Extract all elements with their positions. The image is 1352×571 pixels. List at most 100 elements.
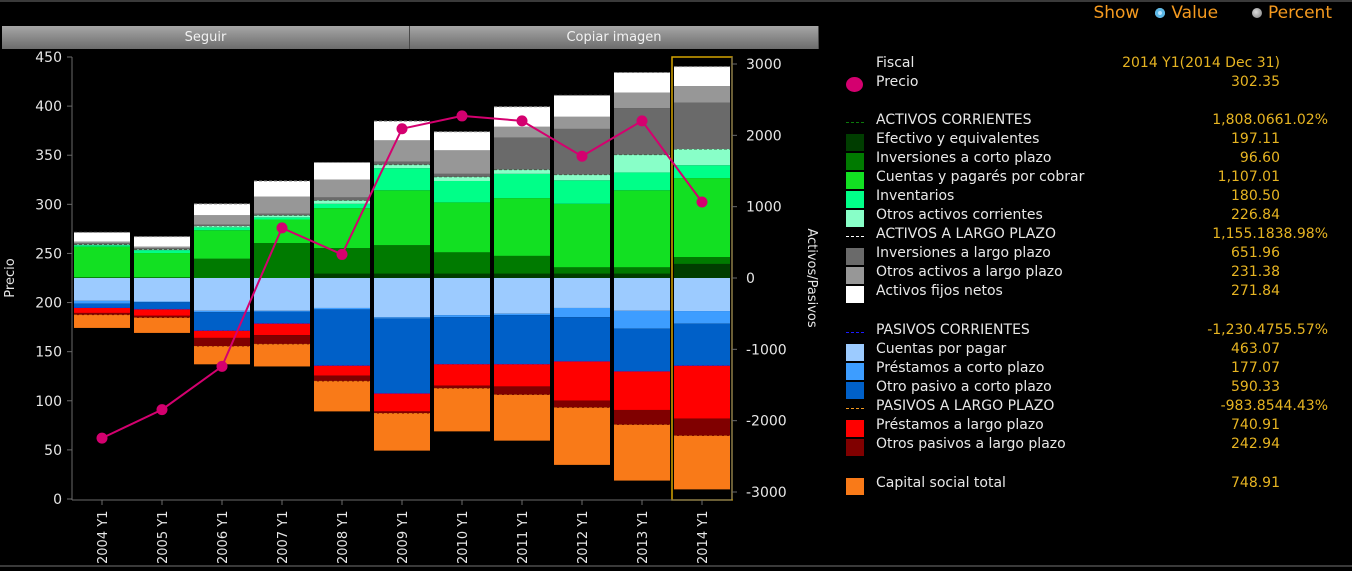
bar-segment (614, 371, 670, 410)
legend-item[interactable]: Inversiones a corto plazo 96.60 (846, 150, 1332, 170)
bar-segment (374, 317, 430, 319)
legend-value: 177.07 (1231, 360, 1280, 376)
bar-segment (494, 394, 550, 441)
price-point (216, 360, 228, 372)
value-option[interactable]: Value (1171, 3, 1219, 23)
legend-value: 1,808.0661.02% (1212, 112, 1328, 128)
bar-segment (374, 190, 430, 246)
bar-segment (494, 315, 550, 365)
bar-segment (494, 273, 550, 278)
bar-segment (134, 315, 190, 318)
x-tick-label: 2010 Y1 (456, 511, 471, 564)
legend-label: Otros activos a largo plazo (876, 264, 1063, 280)
legend-item[interactable]: Inventarios 180.50 (846, 188, 1332, 208)
bar-segment (74, 303, 130, 308)
bar-segment (434, 317, 490, 365)
bar-segment (554, 116, 610, 129)
right-tick-label: 0 (746, 271, 755, 287)
bar-segment (614, 154, 670, 173)
seguir-button[interactable]: Seguir (2, 26, 410, 49)
legend-label: Préstamos a corto plazo (876, 360, 1045, 376)
legend-label: PASIVOS A LARGO PLAZO (876, 398, 1055, 414)
bar-segment (434, 278, 490, 316)
bar-segment (194, 227, 250, 231)
bar-segment (314, 273, 370, 278)
legend-item[interactable]: Préstamos a largo plazo 740.91 (846, 417, 1332, 437)
legend-value: 651.96 (1231, 245, 1280, 261)
percent-option[interactable]: Percent (1268, 3, 1332, 23)
price-point (396, 123, 408, 135)
legend-item[interactable]: PASIVOS A LARGO PLAZO -983.8544.43% (846, 398, 1332, 417)
bar-segment (254, 278, 310, 311)
bar-segment (254, 213, 310, 216)
bar-segment (254, 217, 310, 220)
legend-item[interactable]: Otros activos a largo plazo 231.38 (846, 264, 1332, 284)
legend-value: 302.35 (1231, 74, 1280, 90)
bar-segment (134, 317, 190, 333)
price-point (696, 196, 708, 208)
value-radio-icon[interactable] (1155, 8, 1166, 18)
legend-swatch-icon (846, 420, 864, 437)
legend-item[interactable]: Cuentas por pagar 463.07 (846, 341, 1332, 361)
legend-value: -1,230.4755.57% (1207, 322, 1328, 338)
legend-item[interactable]: Otros pasivos a largo plazo 242.94 (846, 436, 1332, 456)
bar-segment (134, 301, 190, 303)
legend-item[interactable]: Préstamos a corto plazo 177.07 (846, 360, 1332, 380)
bar-segment (194, 225, 250, 228)
x-tick-label: 2011 Y1 (516, 511, 531, 564)
bar-segment (134, 277, 190, 278)
legend-item[interactable]: Efectivo y equivalentes 197.11 (846, 131, 1332, 151)
legend-item[interactable]: Otros activos corrientes 226.84 (846, 207, 1332, 227)
legend-label: ACTIVOS A LARGO PLAZO (876, 226, 1056, 242)
bar-segment (554, 95, 610, 117)
bar-segment (314, 162, 370, 180)
legend-value: 271.84 (1231, 283, 1280, 299)
legend-item[interactable]: Cuentas y pagarés por cobrar 1,107.01 (846, 169, 1332, 189)
legend-swatch-icon (846, 267, 864, 284)
bar-segment (674, 149, 730, 166)
legend-label: ACTIVOS CORRIENTES (876, 112, 1032, 128)
legend-swatch-icon (846, 286, 864, 303)
bar-segment (374, 273, 430, 278)
legend-item[interactable]: Otro pasivo a corto plazo 590.33 (846, 379, 1332, 399)
legend-item[interactable]: Capital social total 748.91 (846, 475, 1332, 495)
x-tick-label: 2004 Y1 (96, 511, 111, 564)
price-point (156, 404, 168, 416)
show-label: Show (1093, 3, 1140, 23)
legend-label: Activos fijos netos (876, 283, 1003, 299)
bar-segment (314, 197, 370, 201)
bar-segment (194, 278, 250, 311)
bar-segment (674, 165, 730, 179)
legend-label: PASIVOS CORRIENTES (876, 322, 1030, 338)
bar-segment (314, 179, 370, 198)
bar-segment (74, 300, 130, 304)
legend-swatch-icon (846, 363, 864, 380)
bar-segment (434, 388, 490, 432)
bar-segment (134, 302, 190, 310)
bar-segment (134, 246, 190, 249)
bar-segment (374, 245, 430, 274)
bar-segment (434, 385, 490, 389)
bottom-border (0, 565, 1352, 567)
legend-item[interactable]: Inversiones a largo plazo 651.96 (846, 245, 1332, 265)
legend-value: 1,107.01 (1217, 169, 1280, 185)
legend-swatch-icon (846, 344, 864, 361)
legend-item[interactable]: PASIVOS CORRIENTES -1,230.4755.57% (846, 322, 1332, 341)
legend-item[interactable]: ACTIVOS CORRIENTES 1,808.0661.02% (846, 112, 1332, 131)
copiar-imagen-button[interactable]: Copiar imagen (410, 26, 819, 49)
legend-value: 197.11 (1231, 131, 1280, 147)
price-point (636, 115, 648, 127)
legend-swatch-icon (846, 439, 864, 456)
percent-radio-icon[interactable] (1252, 8, 1263, 18)
legend-item[interactable]: Activos fijos netos 271.84 (846, 283, 1332, 303)
bar-segment (314, 381, 370, 412)
legend-item[interactable]: ACTIVOS A LARGO PLAZO 1,155.1838.98% (846, 226, 1332, 245)
bar-segment (494, 278, 550, 314)
legend-item[interactable]: Precio 302.35 (846, 74, 1332, 93)
legend-label: Inversiones a largo plazo (876, 245, 1051, 261)
bar-segment (554, 180, 610, 204)
bar-segment (674, 263, 730, 278)
bar-segment (494, 169, 550, 174)
right-tick-label: 1000 (746, 200, 782, 216)
price-point (456, 110, 468, 122)
